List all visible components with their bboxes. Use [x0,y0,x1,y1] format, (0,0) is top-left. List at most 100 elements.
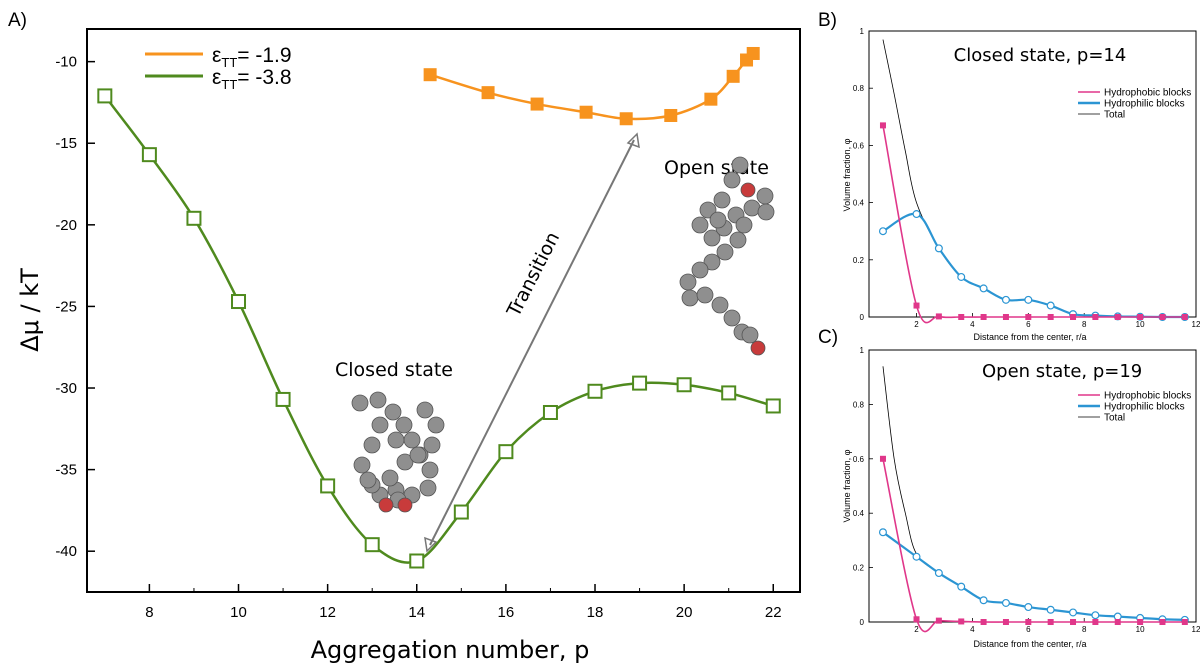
transition-arrowhead-upper [626,132,640,149]
data-point [97,88,113,104]
x-tick-label: 6 [1026,320,1031,329]
data-point [1025,619,1032,625]
data-point [275,391,291,407]
x-tick-label: 8 [145,604,153,621]
data-point [409,553,425,569]
data-point [958,618,965,625]
data-point [1046,301,1055,310]
series-line [882,125,1185,324]
molecule-bead [691,261,709,279]
x-tick-label: 4 [970,625,975,634]
legend-label: Total [1104,110,1125,121]
data-point [1114,619,1121,625]
data-point [676,377,692,393]
chart-b-title: Closed state, p=14 [954,45,1127,66]
molecule-bead [369,391,387,409]
molecule-bead [716,243,734,261]
chart-c-ticks: 2 4 6 8 10 12 0 0.2 0.4 0.6 0.8 1 [853,346,1200,634]
y-tick-label: -15 [55,135,77,152]
data-point [1069,608,1078,617]
molecule-bead [735,216,753,234]
chart-b-series [878,39,1189,324]
panel-label-a: A) [8,10,27,31]
closed-state-molecule [351,391,445,513]
y-tick-label: 0.4 [853,509,865,518]
molecule-bead [384,403,402,421]
data-point [721,385,737,401]
data-point [579,105,593,119]
data-point [1181,314,1188,320]
data-point [979,596,988,605]
data-point [1046,605,1055,614]
chart-a-ylabel: Δμ / kT [16,268,44,352]
data-point [481,86,495,100]
x-tick-label: 18 [587,604,604,621]
molecule-bead [359,471,377,489]
molecule-bead [421,461,439,479]
molecule-bead [363,436,381,454]
molecule-bead [423,436,441,454]
molecule-bead [699,201,717,219]
y-tick-label: -35 [55,462,77,479]
molecule-bead [396,453,414,471]
annotation-transition: Transition [502,228,564,321]
data-point [530,97,544,111]
molecule-bead [723,171,741,189]
y-tick-label: -25 [55,298,77,315]
molecule-bead [351,394,369,412]
data-point [934,569,943,578]
data-point [1159,314,1166,320]
data-point [1070,314,1077,320]
data-point [1001,295,1010,304]
data-point [542,404,558,420]
data-point [957,272,966,281]
chart-b-ticks: 2 4 6 8 10 12 0 0.2 0.4 0.6 0.8 1 [853,27,1200,329]
legend-label-green: εTT= -3.8 [212,66,292,92]
chart-c-ylabel: Volume fraction, φ [842,449,852,522]
legend-label-orange: εTT= -1.9 [212,44,292,70]
molecule-bead [723,309,741,327]
x-tick-label: 12 [319,604,336,621]
data-point [423,68,437,82]
data-point [1181,619,1188,625]
chart-a-legend: εTT= -1.9 εTT= -3.8 [145,44,292,92]
chart-a-series [97,46,781,569]
molecule-head-bead [378,497,394,513]
data-point [1024,603,1033,612]
annotation-open-state: Open state [664,157,769,179]
series-line [882,458,1185,633]
legend-label: Total [1104,413,1125,424]
molecule-bead [696,286,714,304]
molecule-bead [353,456,371,474]
transition-arrowhead-lower [424,536,438,553]
series-line [882,531,1185,621]
molecule-bead [679,273,697,291]
legend-label: Hydrophilic blocks [1104,99,1185,110]
molecule-bead [395,416,413,434]
molecule-bead [681,289,699,307]
x-tick-label: 14 [408,604,425,621]
y-tick-label: 0 [860,313,865,322]
x-tick-label: 8 [1082,320,1087,329]
y-tick-label: -30 [55,380,77,397]
x-tick-label: 6 [1026,625,1031,634]
data-point [498,444,514,460]
panel-label-c: C) [818,327,838,348]
data-point [704,92,718,106]
chart-c-title: Open state, p=19 [982,361,1142,382]
molecule-head-bead [750,340,766,356]
molecule-bead [713,191,731,209]
chart-a-frame [86,28,801,593]
molecule-bead [381,469,399,487]
data-point [913,302,920,309]
chart-b-ylabel: Volume fraction, φ [842,138,852,211]
data-point [726,69,740,83]
data-point [1047,619,1054,625]
molecule-bead [387,431,405,449]
legend-label: Hydrophilic blocks [1104,402,1185,413]
chart-b-frame [868,30,1197,318]
molecule-bead [731,156,749,174]
molecule-bead [703,229,721,247]
